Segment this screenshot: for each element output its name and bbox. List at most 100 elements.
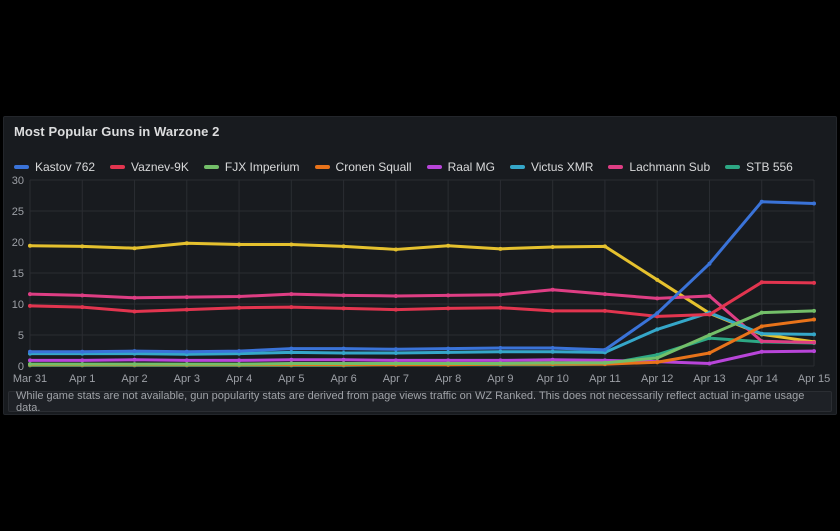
data-point-victus-xmr [498,349,503,354]
data-point-lachmann-sub [759,339,764,344]
chart-svg: 0 5 10 15 20 25 30 Mar 31 Apr 1 Apr 2 Apr 3 Apr 4 Ap… [12,175,830,385]
x-axis-tick-label: Apr 4 [226,373,252,385]
data-point-fjx-imperium [237,362,242,367]
y-axis-tick-label: 0 [18,361,24,373]
data-point-unlabeled [602,244,607,249]
x-axis-tick-label: Apr 2 [121,373,147,385]
x-axis-tick-label: Apr 9 [487,373,513,385]
data-point-raal-mg [289,357,294,362]
data-point-lachmann-sub [550,287,555,292]
data-point-vaznev-9k [80,305,85,310]
data-point-fjx-imperium [602,360,607,365]
legend-label: Raal MG [447,160,495,174]
data-point-kastov-762 [237,349,242,354]
legend-item-stb-556[interactable]: STB 556 [725,160,793,174]
data-point-lachmann-sub [655,296,660,301]
data-point-cronen-squall [812,317,816,322]
y-axis-tick-label: 10 [12,299,24,311]
data-point-unlabeled [655,277,660,282]
data-point-cronen-squall [759,324,764,329]
data-point-fjx-imperium [550,360,555,365]
series-line-victus-xmr [28,311,816,356]
data-point-lachmann-sub [602,292,607,297]
panel-title: Most Popular Guns in Warzone 2 [14,124,220,139]
legend-label: STB 556 [746,160,793,174]
data-point-kastov-762 [132,349,137,354]
data-point-unlabeled [393,247,398,252]
data-point-vaznev-9k [550,308,555,313]
x-axis-tick-label: Apr 3 [174,373,200,385]
data-point-fjx-imperium [759,310,764,315]
data-point-lachmann-sub [132,295,137,300]
x-axis-tick-label: Apr 12 [641,373,673,385]
data-point-kastov-762 [707,261,712,266]
data-point-victus-xmr [655,327,660,332]
legend-swatch-icon [426,165,442,169]
data-point-kastov-762 [446,346,451,351]
data-point-raal-mg [132,357,137,362]
data-point-kastov-762 [289,346,294,351]
data-point-kastov-762 [812,201,816,206]
x-axis-tick-label: Apr 14 [746,373,778,385]
legend-item-vaznev-9k[interactable]: Vaznev-9K [110,160,189,174]
data-point-lachmann-sub [446,293,451,298]
data-point-victus-xmr [289,350,294,355]
data-point-kastov-762 [80,349,85,354]
y-axis-tick-label: 25 [12,206,24,218]
legend-item-kastov-762[interactable]: Kastov 762 [14,160,95,174]
footnote-bar: While game stats are not available, gun … [8,389,832,414]
data-point-stb-556 [655,352,660,357]
legend-item-lachmann-sub[interactable]: Lachmann Sub [608,160,710,174]
legend-item-raal-mg[interactable]: Raal MG [426,160,495,174]
legend-swatch-icon [608,165,624,169]
x-axis-tick-label: Apr 5 [278,373,304,385]
data-point-lachmann-sub [341,293,346,298]
legend-swatch-icon [725,165,741,169]
data-point-cronen-squall [655,360,660,365]
data-point-raal-mg [341,357,346,362]
data-point-victus-xmr [550,349,555,354]
series-line-raal-mg [28,349,816,366]
series-line-vaznev-9k [28,280,816,318]
data-point-raal-mg [237,358,242,363]
legend-label: Cronen Squall [335,160,412,174]
y-axis-tick-label: 30 [12,175,24,187]
data-point-fjx-imperium [498,361,503,366]
data-point-unlabeled [341,244,346,249]
series-line-unlabeled [28,241,816,344]
legend-swatch-icon [509,165,525,169]
x-axis-tick-label: Apr 6 [330,373,356,385]
legend-item-fjx-imperium[interactable]: FJX Imperium [203,160,300,174]
data-point-fjx-imperium [812,308,816,313]
data-point-fjx-imperium [446,361,451,366]
data-point-unlabeled [498,246,503,251]
data-point-unlabeled [80,244,85,249]
footnote-text: While game stats are not available, gun … [16,389,805,414]
x-axis-tick-label: Apr 10 [536,373,568,385]
data-point-fjx-imperium [184,362,189,367]
data-point-lachmann-sub [80,293,85,298]
chart-panel: Most Popular Guns in Warzone 2 Kastov 76… [3,116,837,415]
data-point-raal-mg [80,358,85,363]
data-point-kastov-762 [184,349,189,354]
data-point-victus-xmr [446,350,451,355]
data-point-unlabeled [550,244,555,249]
data-point-kastov-762 [759,199,764,204]
legend-swatch-icon [110,165,126,169]
data-point-lachmann-sub [28,292,32,297]
legend-item-victus-xmr[interactable]: Victus XMR [509,160,593,174]
y-axis-tick-label: 20 [12,237,24,249]
data-point-fjx-imperium [707,333,712,337]
legend-swatch-icon [314,165,330,169]
data-point-lachmann-sub [289,292,294,297]
data-point-kastov-762 [602,347,607,352]
data-point-victus-xmr [759,331,764,336]
legend-item-cronen-squall[interactable]: Cronen Squall [314,160,412,174]
x-axis-tick-label: Apr 11 [589,373,621,385]
data-point-unlabeled [289,242,294,247]
legend-label: Kastov 762 [35,160,96,174]
time-series-chart[interactable]: 0 5 10 15 20 25 30 Mar 31 Apr 1 Apr 2 Apr 3 Apr 4 Ap… [4,175,838,391]
chart-legend: Kastov 762 Vaznev-9K FJX Imperium Cronen Sq… [14,158,830,176]
data-point-unlabeled [28,243,32,248]
data-point-cronen-squall [707,350,712,355]
